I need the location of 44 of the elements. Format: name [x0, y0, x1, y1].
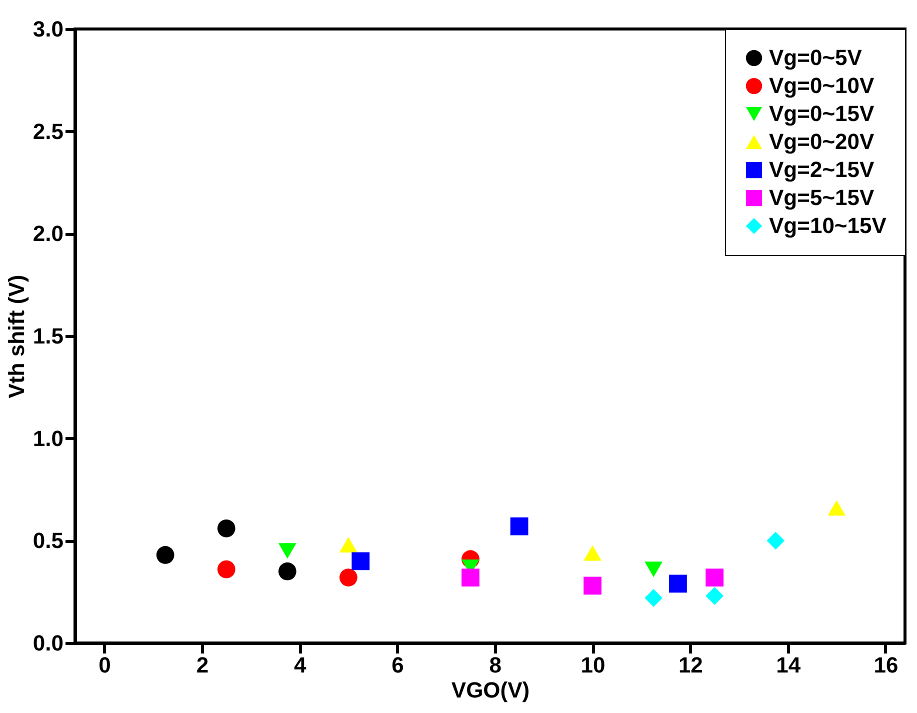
point	[828, 500, 846, 516]
x-tick-label: 12	[678, 652, 703, 678]
point	[217, 519, 236, 538]
point	[278, 543, 296, 559]
x-axis-title: VGO(V)	[451, 678, 530, 702]
legend-label: Vg=0~20V	[769, 129, 875, 154]
y-axis-title: Vth shift (V)	[4, 274, 29, 398]
x-tick-label: 2	[196, 652, 209, 678]
point	[644, 589, 663, 607]
x-tick-label: 0	[98, 652, 111, 678]
point	[706, 568, 724, 586]
y-tick-label: 0.5	[32, 528, 64, 554]
point	[510, 517, 528, 536]
point	[669, 574, 687, 593]
x-tick-label: 14	[776, 652, 802, 678]
y-tick-label: 1.5	[32, 324, 64, 348]
legend-label: Vg=0~5V	[769, 45, 862, 70]
x-tick-label: 16	[874, 652, 898, 678]
y-tick-label: 1.0	[32, 426, 64, 451]
point	[584, 576, 602, 595]
point	[584, 545, 602, 561]
point	[278, 562, 296, 580]
point	[339, 537, 358, 553]
point	[644, 562, 663, 578]
legend-label: Vg=0~10V	[769, 73, 875, 98]
legend-label: Vg=0~15V	[769, 101, 875, 126]
legend-label: Vg=2~15V	[769, 157, 875, 182]
y-tick-label: 2.5	[32, 118, 64, 144]
legend-label: Vg=5~15V	[769, 185, 875, 210]
x-tick-label: 4	[294, 652, 307, 678]
y-tick-label: 2.0	[32, 221, 64, 246]
x-tick-label: 6	[392, 652, 404, 678]
point	[339, 568, 358, 586]
x-tick-label: 8	[489, 652, 502, 678]
point	[217, 560, 236, 578]
y-tick-label: 3.0	[32, 16, 64, 42]
point	[462, 568, 480, 586]
legend-label: Vg=10~15V	[769, 213, 887, 238]
point	[706, 586, 724, 605]
point	[766, 532, 785, 550]
point	[156, 546, 174, 564]
x-tick-label: 10	[580, 652, 606, 678]
point	[352, 552, 370, 570]
y-tick-label: 0.0	[32, 630, 64, 656]
